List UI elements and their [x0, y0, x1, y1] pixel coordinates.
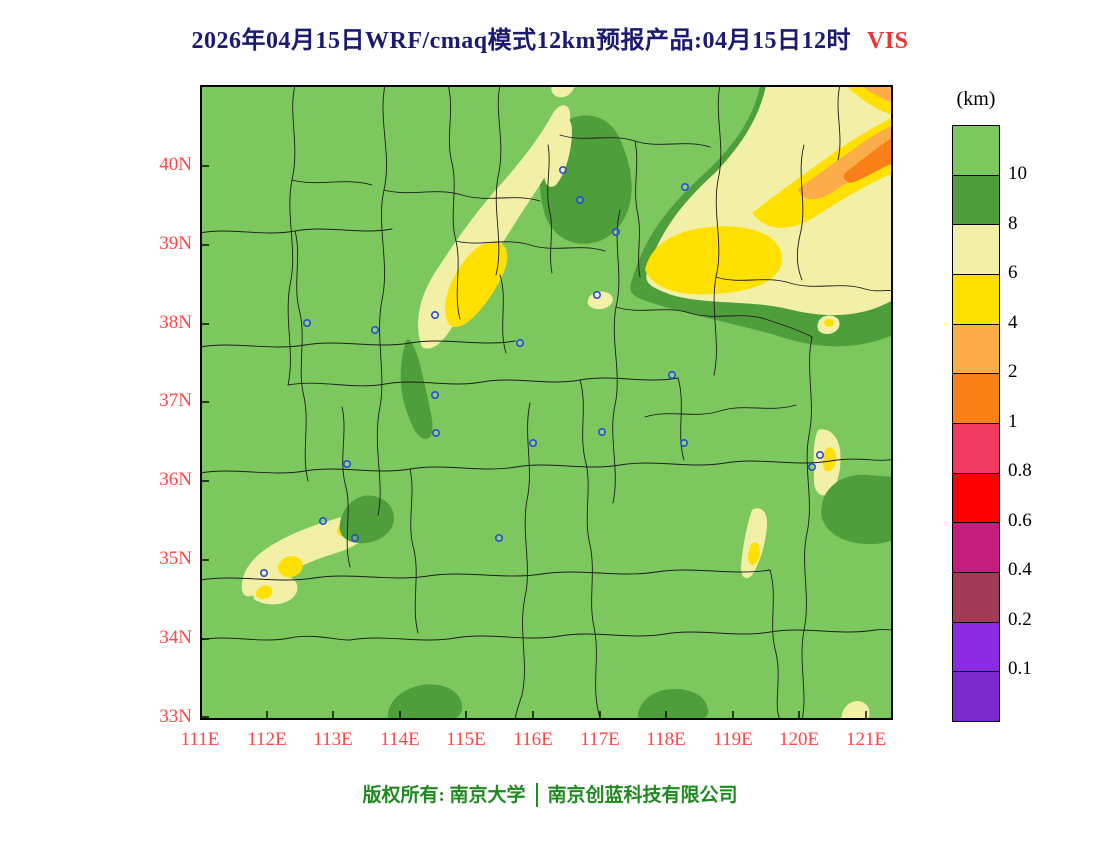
axis-label-lat: 40N	[159, 154, 192, 175]
legend-tick-label: 6	[1008, 262, 1018, 283]
legend-swatch	[953, 472, 999, 523]
axis-label-lon: 114E	[380, 729, 420, 750]
legend-tick-label: 10	[1008, 163, 1027, 184]
legend-swatch	[953, 671, 999, 722]
legend-swatch	[953, 126, 999, 175]
axis-label-lat: 34N	[159, 627, 192, 648]
legend-swatch	[953, 323, 999, 374]
axis-label-lat: 35N	[159, 548, 192, 569]
forecast-map	[200, 85, 893, 720]
axis-label-lon: 119E	[713, 729, 753, 750]
axis-label-lat: 38N	[159, 312, 192, 333]
axis-label-lon: 115E	[446, 729, 486, 750]
copyright-right: 南京创蓝科技有限公司	[547, 785, 738, 806]
legend-tick-label: 2	[1008, 361, 1018, 382]
boundary-lines	[200, 85, 893, 720]
axis-label-lon: 113E	[313, 729, 353, 750]
legend-swatch	[953, 373, 999, 424]
axis-label-lon: 117E	[580, 729, 620, 750]
legend-swatch	[953, 274, 999, 324]
legend-tick-label: 0.2	[1008, 609, 1032, 630]
page-title: 2026年04月15日WRF/cmaq模式12km预报产品:04月15日12时 V…	[0, 20, 1100, 55]
axis-label-lon: 111E	[180, 729, 220, 750]
legend-swatch	[953, 174, 999, 225]
legend-tick-label: 4	[1008, 312, 1018, 333]
legend-tick-label: 1	[1008, 411, 1018, 432]
axis-label-lat: 39N	[159, 233, 192, 254]
legend-swatch	[953, 621, 999, 672]
copyright-left: 版权所有: 南京大学	[362, 785, 526, 806]
axis-label-lon: 121E	[845, 729, 887, 750]
legend-tick-label: 0.8	[1008, 460, 1032, 481]
contour-amber	[798, 85, 893, 200]
title-variable: VIS	[866, 28, 909, 54]
contour-paleyellow	[241, 85, 893, 720]
footer-divider	[535, 783, 538, 807]
axis-label-lat: 33N	[159, 706, 192, 727]
legend-tick-label: 8	[1008, 213, 1018, 234]
title-main: 2026年04月15日WRF/cmaq模式12km预报产品:04月15日12时	[191, 28, 851, 54]
legend-swatch	[953, 522, 999, 573]
map-frame	[200, 85, 893, 720]
station-markers	[259, 166, 824, 577]
axis-label-lat: 37N	[159, 390, 192, 411]
legend-swatch	[953, 423, 999, 473]
axis-label-lon: 116E	[513, 729, 553, 750]
legend-swatch	[953, 224, 999, 275]
axis-label-lat: 36N	[159, 469, 192, 490]
axis-label-lon: 118E	[646, 729, 686, 750]
legend-colorbar	[952, 125, 1000, 722]
axis-label-lon: 120E	[778, 729, 820, 750]
legend-swatch	[953, 572, 999, 622]
copyright-footer: 版权所有: 南京大学 南京创蓝科技有限公司	[0, 780, 1100, 807]
axis-label-lon: 112E	[247, 729, 287, 750]
legend-unit-label: (km)	[956, 88, 996, 110]
legend-tick-label: 0.6	[1008, 510, 1032, 531]
contour-orange	[843, 137, 893, 183]
legend-tick-label: 0.4	[1008, 559, 1032, 580]
axis-ticks	[200, 165, 867, 718]
legend-tick-label: 0.1	[1008, 658, 1032, 679]
